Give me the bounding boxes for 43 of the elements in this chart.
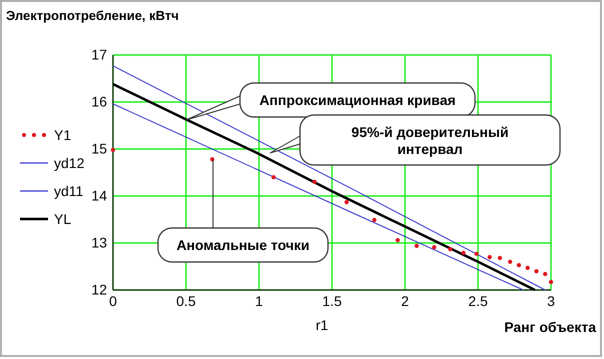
x-tick-label: 3 [547,292,556,309]
x-tick-label: 2 [401,292,410,309]
point [498,256,502,260]
point [488,254,492,260]
point [474,252,479,256]
legend-label: yd12 [54,155,85,171]
point [210,157,214,162]
point [312,180,317,184]
x-tick-label: 1.5 [322,292,342,309]
point [516,262,521,268]
x-axis-title: r1 [316,317,328,333]
y-axis-title: Электропотребление, кВтч [6,8,179,23]
text: Ранг объекта [504,319,596,335]
y-tick-label: 13 [91,234,108,250]
point [543,272,548,276]
point [271,175,276,180]
annotation: Аппроксимационная кривая [259,92,456,108]
point [372,218,376,222]
y-tick-label: 12 [91,281,108,298]
x-tick-label: 1 [255,292,264,309]
point [396,238,400,242]
point [461,250,466,255]
point [432,245,436,250]
annotation: 95%-й доверительный интервал [351,124,509,157]
legend-label: Y1 [54,127,72,143]
annotation: Аномальные точки [176,237,310,253]
x-tick-label: 0 [109,292,118,309]
point [526,266,530,270]
point [414,244,419,248]
y-tick-label: 14 [91,187,108,204]
y-tick-label: 17 [91,46,108,62]
point [344,200,349,204]
y-tick-label: 15 [91,140,108,156]
legend-label: yd11 [54,183,84,199]
y-tick-label: 16 [91,93,108,110]
point [534,269,539,274]
legend-label: YL [54,211,72,227]
x-tick-label: 2.5 [468,292,488,309]
point [548,280,554,284]
point [508,260,512,264]
point [448,247,452,252]
x-tick-label: 0.5 [176,292,196,309]
point [110,148,116,152]
